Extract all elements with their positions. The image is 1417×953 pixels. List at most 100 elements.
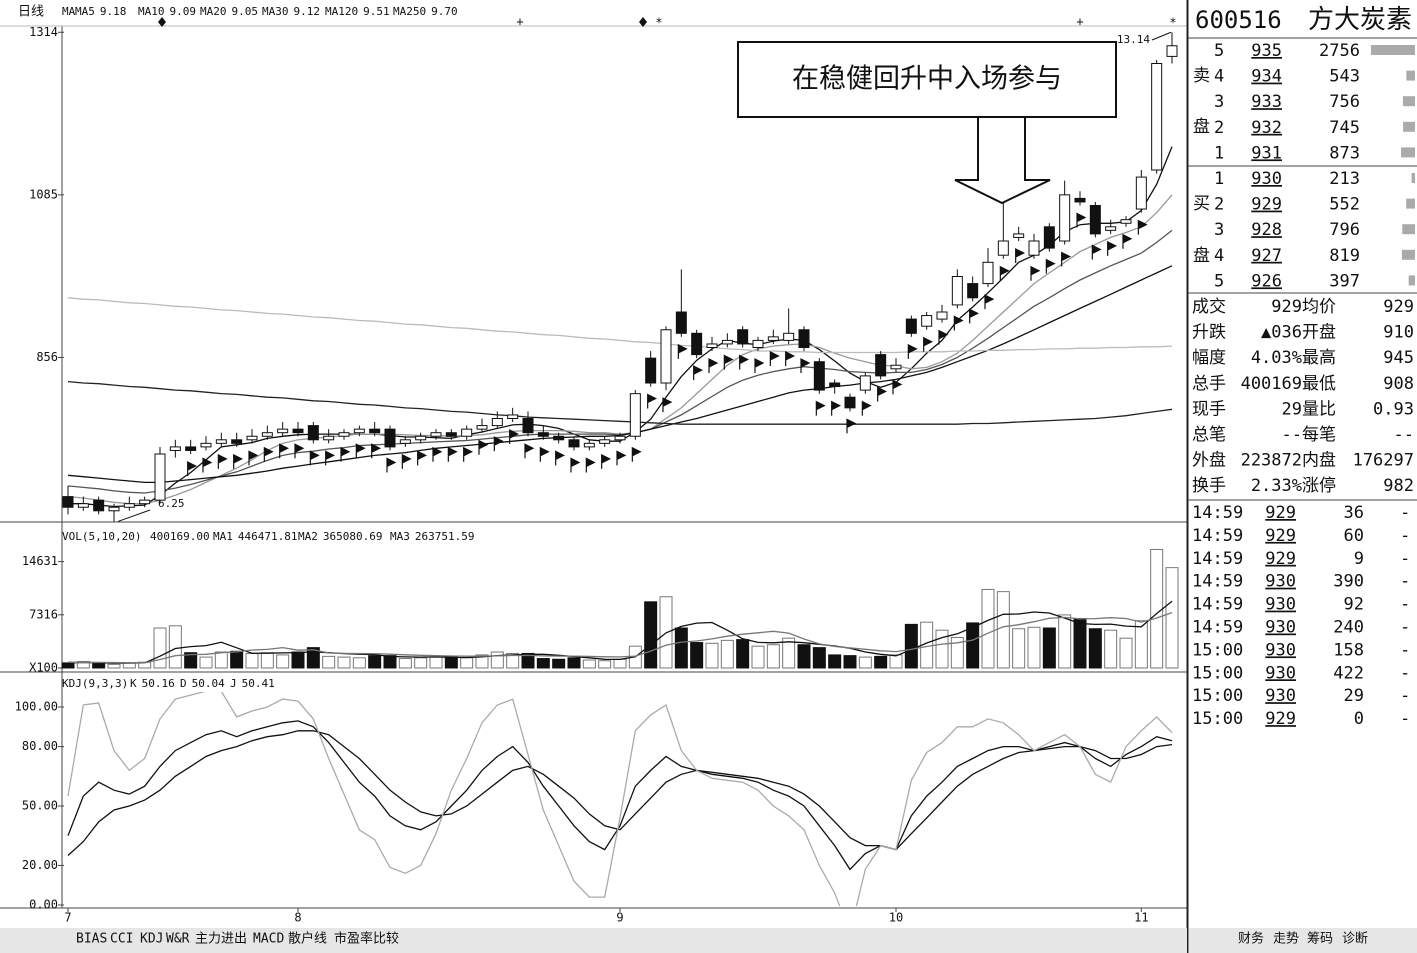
book-volume: 543: [1329, 67, 1360, 87]
legend-name: MA1: [213, 530, 233, 543]
y-tick-label: 100.00: [15, 700, 58, 714]
candle-body: [614, 435, 626, 441]
volume-bar: [736, 639, 750, 669]
trade-price: 930: [1265, 663, 1296, 683]
trade-time: 15:00: [1192, 709, 1243, 729]
stat-value: 400169: [1241, 374, 1302, 394]
signal-flag: [187, 461, 198, 476]
indicator-tab[interactable]: 主力进出: [195, 932, 247, 947]
kdj-line: [67, 720, 1173, 871]
annotation: 在稳健回升中入场参与: [737, 41, 1117, 205]
volume-bar: [352, 657, 366, 669]
stat-label: 均价: [1302, 297, 1336, 317]
volume-bar: [981, 588, 995, 669]
stock-code: 600516: [1195, 6, 1282, 34]
volume-bar: [996, 591, 1010, 669]
volume-bar: [705, 642, 719, 669]
signal-flag: [478, 439, 489, 455]
signal-flag: [631, 446, 642, 462]
legend-item: MA10 9.09: [138, 5, 196, 18]
signal-flag: [493, 436, 504, 452]
leader: [1151, 31, 1172, 41]
book-level: 5: [1214, 271, 1224, 291]
book-bar: [1402, 224, 1415, 235]
candle-body: [399, 439, 411, 444]
svg-text:*: *: [655, 16, 662, 30]
signal-flag: [708, 358, 719, 374]
book-level: 1: [1214, 169, 1224, 189]
legend-item: MA120 9.51: [325, 5, 390, 18]
signal-flag: [907, 343, 918, 359]
book-level: 2: [1214, 195, 1224, 215]
signal-flag: [953, 315, 964, 331]
book-volume: 213: [1329, 169, 1360, 189]
trade-price: 930: [1265, 640, 1296, 660]
trade-time: 14:59: [1192, 618, 1243, 638]
book-level: 1: [1214, 143, 1224, 163]
indicator-tab[interactable]: CCI: [110, 932, 133, 947]
signal-flag: [217, 453, 228, 469]
stat-value: 982: [1383, 476, 1414, 496]
candle-body: [660, 329, 672, 384]
volume-bar: [506, 652, 520, 669]
volume-bar: [490, 651, 504, 669]
candle-body: [323, 435, 335, 441]
trade-price: 929: [1265, 526, 1296, 546]
legend-value: 9.09: [170, 5, 197, 18]
stat-label: 外盘: [1192, 451, 1226, 471]
candle-body: [767, 336, 779, 341]
signal-flag: [294, 443, 305, 459]
period-label: 日线: [18, 5, 44, 20]
volume-bar: [720, 639, 734, 669]
candle-body: [813, 361, 825, 391]
volume-bar: [107, 663, 121, 669]
volume-bar: [598, 660, 612, 669]
leader: [117, 509, 151, 522]
stat-value: ▲036: [1261, 323, 1302, 343]
indicator-tab[interactable]: W&R: [166, 932, 190, 947]
book-level: 4: [1214, 67, 1224, 87]
signal-flag: [233, 453, 244, 469]
indicator-tab[interactable]: MACD: [253, 932, 284, 947]
legend-value: 50.41: [242, 677, 275, 690]
signal-flag: [417, 450, 428, 466]
signal-flag: [938, 329, 949, 345]
y-tick-label: 14631: [22, 554, 58, 568]
indicator-tab[interactable]: KDJ: [140, 932, 163, 947]
side-tab[interactable]: 筹码: [1307, 931, 1333, 947]
candle-body: [675, 311, 687, 334]
trade-volume: 9: [1354, 549, 1364, 569]
side-tab[interactable]: 财务: [1238, 931, 1264, 947]
indicator-tab[interactable]: 散户线: [288, 931, 327, 947]
signal-flag: [309, 450, 320, 466]
stat-label: 最低: [1302, 374, 1336, 394]
trade-flag: -: [1400, 640, 1410, 660]
indicator-tab[interactable]: 市盈率比较: [334, 931, 399, 947]
volume-bar: [567, 657, 581, 669]
side-tab-bar: [1189, 928, 1417, 953]
side-tab[interactable]: 诊断: [1342, 932, 1368, 947]
book-price: 931: [1251, 143, 1282, 163]
signal-flag: [877, 386, 888, 402]
signal-flag: [601, 453, 612, 469]
candle-body: [1151, 63, 1163, 171]
trade-price: 930: [1265, 618, 1296, 638]
volume-bar: [214, 651, 228, 669]
stat-value: 29: [1282, 399, 1302, 419]
stat-label: 每笔: [1302, 425, 1336, 445]
candle-body: [982, 261, 994, 285]
signal-flag: [570, 457, 581, 473]
indicator-tab[interactable]: BIAS: [76, 932, 107, 947]
legend-name: MA20: [200, 5, 227, 18]
book-volume: 745: [1329, 118, 1360, 138]
svg-text:+: +: [1076, 15, 1083, 29]
volume-bar: [61, 662, 75, 669]
vol-value: 400169.00: [150, 530, 210, 543]
legend-value: 50.16: [142, 677, 175, 690]
candle-body: [706, 343, 718, 349]
side-tab[interactable]: 走势: [1273, 931, 1299, 947]
legend-item: MA30 9.12: [262, 5, 320, 18]
book-price: 930: [1251, 169, 1282, 189]
